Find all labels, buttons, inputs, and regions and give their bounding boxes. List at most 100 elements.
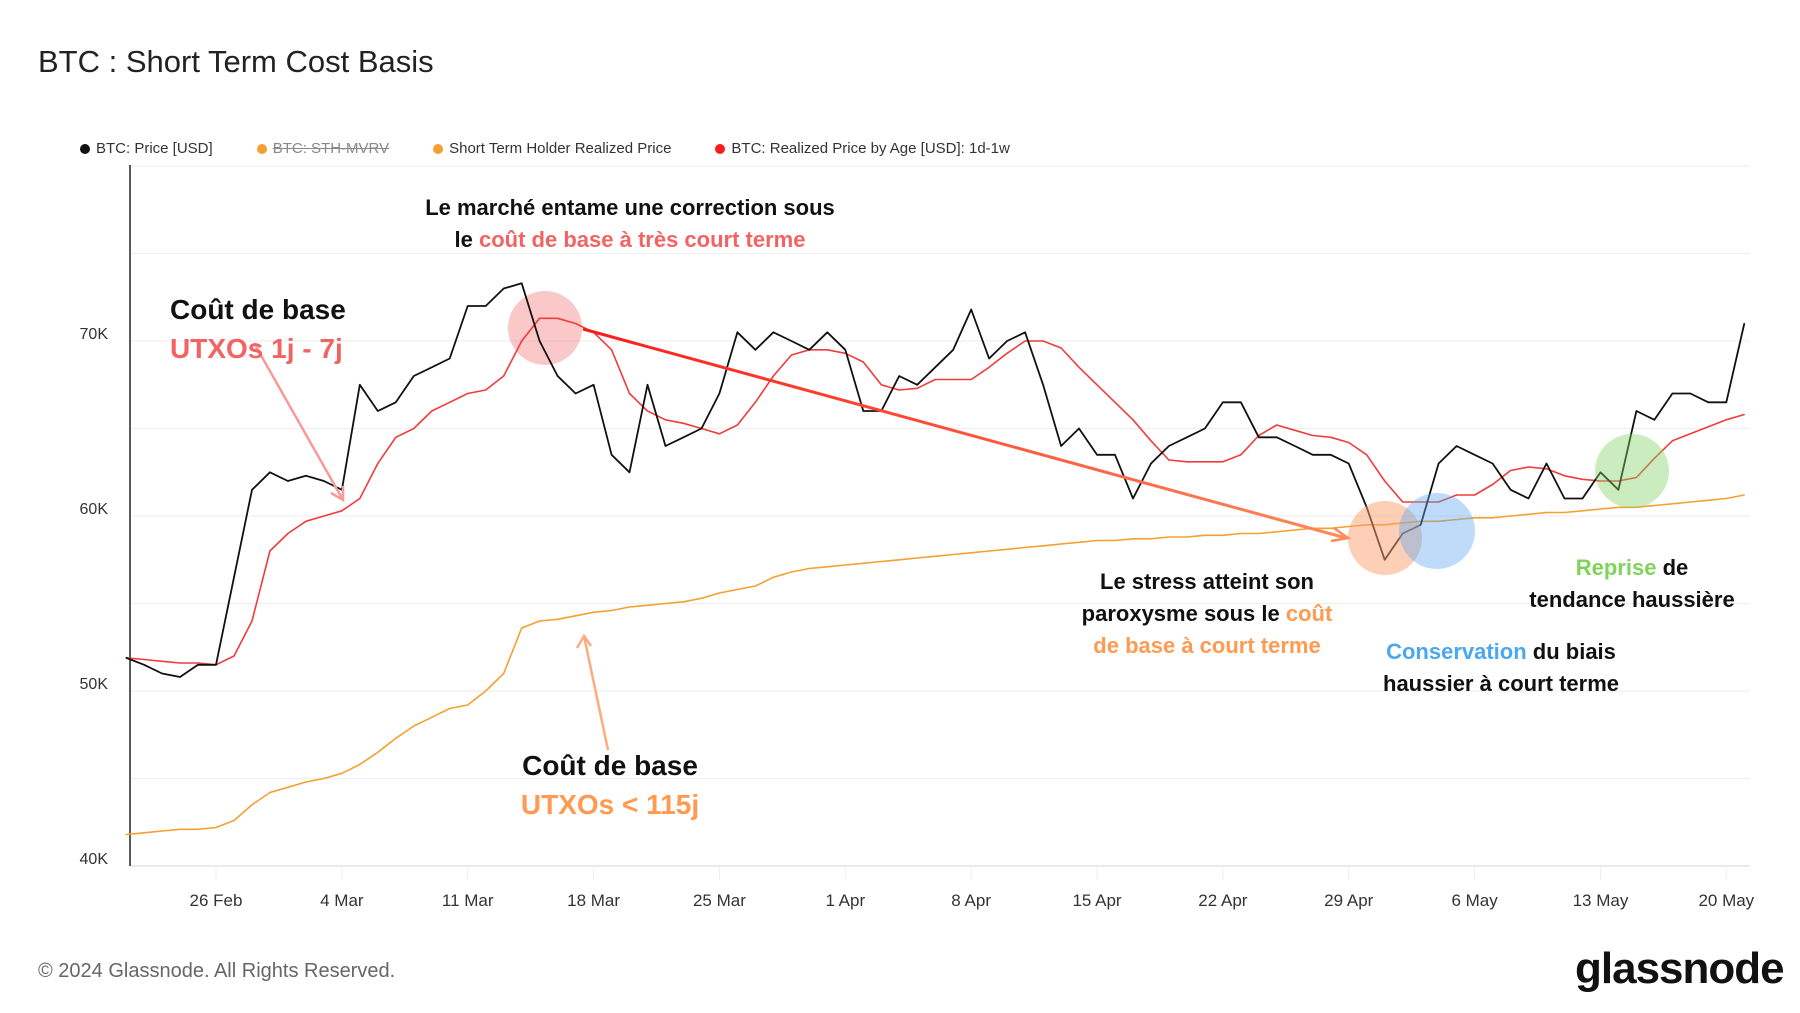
trend-arrowhead — [1330, 526, 1352, 543]
series-realized-price-1d-1w-point — [1420, 501, 1422, 503]
series-sth-realized-price-point — [1096, 539, 1098, 542]
series-sth-realized-price-point — [1707, 499, 1709, 501]
series-realized-price-1d-1w-point — [1204, 461, 1206, 463]
series-realized-price-1d-1w-point — [970, 378, 972, 381]
series-sth-realized-price-point — [1474, 517, 1476, 519]
series-realized-price-1d-1w-point — [1581, 478, 1584, 480]
series-realized-price-1d-1w-point — [1132, 419, 1134, 421]
legend-item-sth-mvrv[interactable]: BTC: STH-MVRV — [256, 140, 390, 157]
series-btc-price-point — [1509, 489, 1512, 491]
series-btc-price-point — [934, 366, 936, 368]
highlight-circle-orange — [1348, 501, 1422, 575]
series-btc-price-point — [503, 287, 505, 290]
annotation-conservation: Conservation du biais haussier à court t… — [1351, 636, 1651, 700]
series-realized-price-1d-1w-point — [1402, 501, 1404, 503]
series-btc-price-point — [1348, 462, 1350, 465]
annotation-text: Le marché entame une correction sous — [425, 195, 835, 220]
annotation-stress: Le stress atteint son paroxysme sous le … — [1057, 566, 1357, 662]
series-realized-price-1d-1w-point — [1509, 469, 1512, 472]
annotation-text: Le stress atteint son — [1100, 569, 1314, 594]
legend-item-realized-1d1w[interactable]: BTC: Realized Price by Age [USD]: 1d-1w — [715, 140, 1010, 157]
series-btc-price-point — [1240, 401, 1242, 403]
series-sth-realized-price-point — [1671, 503, 1673, 505]
series-realized-price-1d-1w-point — [557, 317, 559, 319]
series-btc-price-point — [557, 375, 559, 377]
series-realized-price-1d-1w-point — [359, 497, 361, 500]
series-btc-price-point — [610, 454, 613, 456]
series-realized-price-1d-1w-point — [575, 322, 577, 325]
series-btc-price-point — [251, 489, 253, 491]
annotation-text: tendance haussière — [1529, 586, 1735, 612]
series-sth-realized-price-point — [772, 576, 774, 578]
series-sth-realized-price-point — [539, 620, 541, 622]
series-realized-price-1d-1w-point — [1006, 352, 1008, 354]
annotation-highlight: Reprise — [1575, 555, 1657, 580]
series-sth-realized-price-point — [1491, 517, 1494, 519]
legend-item-price[interactable]: BTC: Price [USD] — [80, 140, 213, 157]
series-btc-price-point — [1491, 462, 1494, 465]
y-tick-label: 40K — [80, 851, 109, 868]
series-realized-price-1d-1w-point — [197, 662, 199, 664]
series-btc-price-point — [449, 357, 451, 360]
series-sth-realized-price-point — [952, 553, 954, 556]
series-sth-realized-price-point — [1743, 494, 1745, 496]
annotation-reprise: Reprise de tendance haussière — [1502, 552, 1762, 616]
series-btc-price-point — [1204, 427, 1206, 430]
annotation-text: le — [454, 226, 479, 252]
series-btc-price-point — [1456, 445, 1458, 447]
series-btc-price-point — [1132, 497, 1134, 500]
series-btc-price-point — [1707, 401, 1709, 403]
series-sth-realized-price-point — [251, 804, 253, 806]
series-realized-price-1d-1w-point — [1222, 461, 1224, 463]
left-annotation-arrow — [252, 342, 345, 501]
series-sth-realized-price-point — [1348, 525, 1350, 528]
series-btc-price-point — [628, 471, 631, 473]
trend-arrow-line — [582, 327, 1347, 540]
series-sth-realized-price-point — [880, 560, 882, 563]
series-realized-price-1d-1w-point — [287, 532, 289, 535]
series-realized-price-1d-1w-point — [1168, 459, 1170, 461]
series-sth-realized-price-point — [1204, 534, 1206, 536]
series-sth-realized-price-point — [233, 819, 235, 822]
series-sth-realized-price-point — [1042, 545, 1044, 547]
series-sth-realized-price-point — [1240, 532, 1242, 535]
series-btc-price-point — [143, 664, 145, 666]
legend-item-sth-realized[interactable]: Short Term Holder Realized Price — [433, 140, 671, 157]
series-btc-price-point — [1545, 462, 1548, 465]
series-sth-realized-price-point — [395, 737, 397, 739]
legend-label: BTC: STH-MVRV — [272, 140, 390, 157]
series-btc-price-point — [1527, 497, 1530, 500]
series-sth-realized-price-point — [898, 559, 900, 561]
series-realized-price-1d-1w-point — [1276, 424, 1278, 426]
x-tick-label: 1 Apr — [825, 891, 865, 910]
series-btc-price-point — [1276, 436, 1278, 438]
bottom-annotation-arrow — [582, 635, 610, 751]
series-btc-price-point — [575, 392, 577, 395]
series-btc-price-point — [485, 305, 487, 307]
series-sth-realized-price-point — [1689, 501, 1691, 503]
y-tick-label: 60K — [80, 501, 109, 518]
series-sth-realized-price-point — [431, 716, 433, 718]
series-realized-price-1d-1w-point — [628, 392, 631, 395]
copyright: © 2024 Glassnode. All Rights Reserved. — [38, 960, 396, 982]
series-btc-price-point — [1150, 462, 1152, 465]
series-sth-realized-price-point — [664, 602, 667, 605]
series-sth-realized-price-point — [1617, 506, 1620, 508]
series-btc-price-point — [1563, 497, 1566, 500]
series-sth-realized-price-point — [1150, 538, 1152, 540]
x-tick-label: 25 Mar — [693, 891, 746, 910]
series-sth-realized-price-point — [197, 828, 199, 830]
series-btc-price-point — [772, 331, 774, 333]
series-realized-price-1d-1w-point — [323, 515, 325, 517]
series-btc-price-point — [269, 471, 271, 473]
series-realized-price-1d-1w-point — [251, 620, 253, 622]
series-sth-realized-price-point — [1599, 508, 1602, 510]
annotation-cost-basis-1d-1w: Coût de base UTXOs 1j - 7j — [170, 290, 346, 368]
series-btc-price-point — [970, 308, 972, 311]
annotation-text: Coût de base — [170, 294, 346, 325]
series-sth-realized-price-point — [970, 552, 972, 554]
series-sth-realized-price-point — [377, 751, 379, 753]
legend-label: BTC: Realized Price by Age [USD]: 1d-1w — [731, 140, 1010, 157]
glassnode-logo: glassnode — [1575, 944, 1785, 993]
series-realized-price-1d-1w-point — [718, 433, 721, 435]
